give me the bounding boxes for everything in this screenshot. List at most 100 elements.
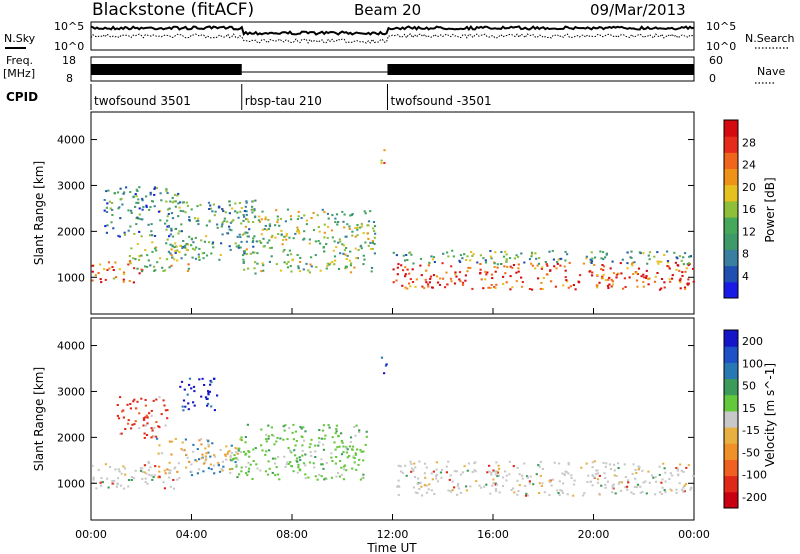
echo-cell	[123, 191, 126, 194]
echo-cell	[260, 270, 263, 273]
echo-cell	[292, 423, 295, 426]
echo-cell	[279, 269, 283, 272]
echo-cell	[146, 416, 149, 419]
echo-cell	[518, 473, 521, 476]
echo-cell	[265, 438, 268, 441]
echo-cell	[341, 210, 344, 213]
echo-cell	[529, 475, 532, 478]
echo-cell	[608, 283, 611, 286]
echo-cell	[325, 267, 328, 270]
echo-cell	[395, 279, 398, 282]
echo-cell	[458, 271, 462, 274]
echo-cell	[201, 377, 204, 380]
echo-cell	[452, 255, 455, 258]
echo-cell	[158, 444, 161, 447]
echo-cell	[406, 259, 409, 261]
echo-cell	[149, 191, 152, 194]
echo-cell	[411, 268, 414, 271]
echo-cell	[326, 262, 329, 265]
echo-cell	[442, 252, 445, 255]
echo-cell	[512, 487, 515, 490]
echo-cell	[591, 271, 594, 274]
echo-cell	[331, 214, 334, 217]
echo-cell	[345, 258, 348, 260]
echo-cell	[636, 273, 639, 275]
echo-cell	[216, 394, 219, 397]
echo-cell	[270, 255, 273, 258]
nsearch-label: N.Search	[745, 32, 795, 45]
echo-cell	[630, 256, 633, 259]
echo-cell	[174, 228, 177, 230]
echo-cell	[647, 278, 650, 281]
echo-cell	[210, 381, 213, 384]
echo-cell	[338, 445, 341, 448]
echo-cell	[179, 244, 182, 247]
echo-cell	[173, 246, 176, 249]
echo-cell	[178, 230, 181, 233]
echo-cell	[380, 356, 384, 359]
echo-cell	[283, 455, 286, 458]
echo-cell	[282, 239, 285, 241]
echo-cell	[138, 207, 141, 210]
echo-cell	[228, 200, 231, 203]
echo-cell	[210, 468, 213, 471]
colorbar-cell	[724, 346, 738, 363]
echo-cell	[157, 452, 160, 455]
echo-cell	[314, 444, 317, 447]
echo-cell	[289, 450, 292, 453]
echo-cell	[314, 475, 317, 478]
echo-cell	[642, 285, 645, 288]
echo-cell	[410, 462, 413, 465]
echo-cell	[247, 470, 250, 473]
echo-cell	[140, 254, 143, 257]
echo-cell	[211, 442, 214, 445]
echo-cell	[100, 477, 103, 480]
echo-cell	[120, 432, 123, 435]
echo-cell	[564, 250, 567, 253]
echo-cell	[138, 186, 141, 189]
echo-cell	[267, 218, 270, 221]
echo-cell	[506, 265, 509, 268]
echo-cell	[620, 481, 624, 484]
echo-cell	[408, 272, 411, 275]
freq-bars	[91, 64, 694, 75]
echo-cell	[140, 235, 143, 238]
echo-cell	[153, 247, 157, 250]
echo-cell	[158, 475, 161, 478]
echo-cell	[256, 252, 259, 255]
echo-cell	[312, 229, 316, 232]
echo-cell	[147, 259, 150, 262]
echo-cell	[271, 433, 274, 436]
echo-cell	[484, 270, 487, 273]
echo-cell	[563, 473, 566, 476]
echo-cell	[485, 273, 488, 276]
echo-cell	[632, 273, 635, 275]
echo-cell	[177, 215, 180, 218]
echo-cell	[687, 278, 690, 281]
echo-cell	[145, 195, 148, 198]
echo-cell	[669, 280, 672, 283]
echo-cell	[267, 424, 270, 427]
echo-cell	[534, 252, 537, 255]
echo-cell	[590, 251, 593, 254]
echo-cell	[124, 473, 127, 476]
echo-cell	[371, 241, 374, 244]
echo-cell	[645, 269, 648, 272]
echo-cell	[634, 469, 637, 471]
echo-cell	[120, 197, 123, 200]
echo-cell	[235, 245, 238, 248]
echo-cell	[221, 469, 224, 472]
echo-cell	[372, 227, 375, 230]
echo-cell	[423, 287, 426, 290]
echo-cell	[177, 192, 180, 195]
colorbar-tick: 16	[742, 203, 756, 216]
echo-cell	[454, 273, 457, 276]
echo-cell	[138, 427, 141, 430]
echo-cell	[165, 258, 169, 261]
echo-cell	[677, 264, 680, 267]
echo-cell	[599, 250, 602, 253]
echo-cell	[204, 455, 207, 458]
echo-cell	[438, 283, 442, 286]
echo-cell	[201, 252, 204, 255]
echo-cell	[127, 419, 130, 422]
